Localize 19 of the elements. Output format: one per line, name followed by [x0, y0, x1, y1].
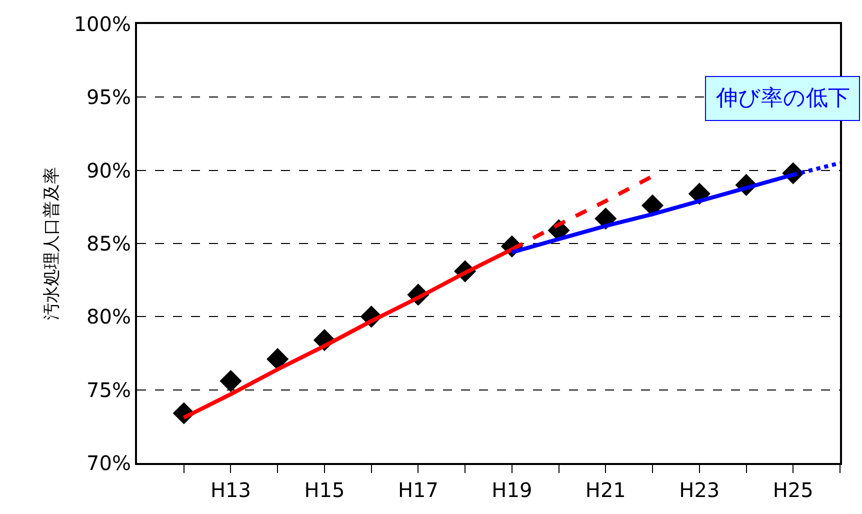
- x-tick-label: H21: [585, 478, 626, 502]
- y-tick-label: 75%: [86, 378, 131, 402]
- y-tick-label: 85%: [86, 232, 131, 256]
- y-tick-label: 95%: [86, 85, 131, 110]
- x-tick-label: H13: [210, 478, 251, 502]
- annotation: 伸び率の低下: [715, 86, 850, 111]
- point: [266, 348, 289, 370]
- x-tick-label: H25: [772, 478, 814, 502]
- y-tick-label: 90%: [86, 158, 131, 182]
- y-axis-title: 汚水処理人口普及率: [42, 167, 62, 320]
- point: [641, 194, 664, 216]
- x-tick-label: H19: [492, 478, 532, 502]
- x-tick-label: H15: [304, 478, 345, 502]
- y-tick-label: 70%: [86, 451, 131, 475]
- y-tick-label: 80%: [86, 304, 131, 329]
- x-tick-label: H17: [398, 478, 438, 502]
- point: [220, 370, 242, 392]
- x-tick-label: H23: [679, 478, 720, 502]
- y-tick-label: 100%: [74, 12, 131, 36]
